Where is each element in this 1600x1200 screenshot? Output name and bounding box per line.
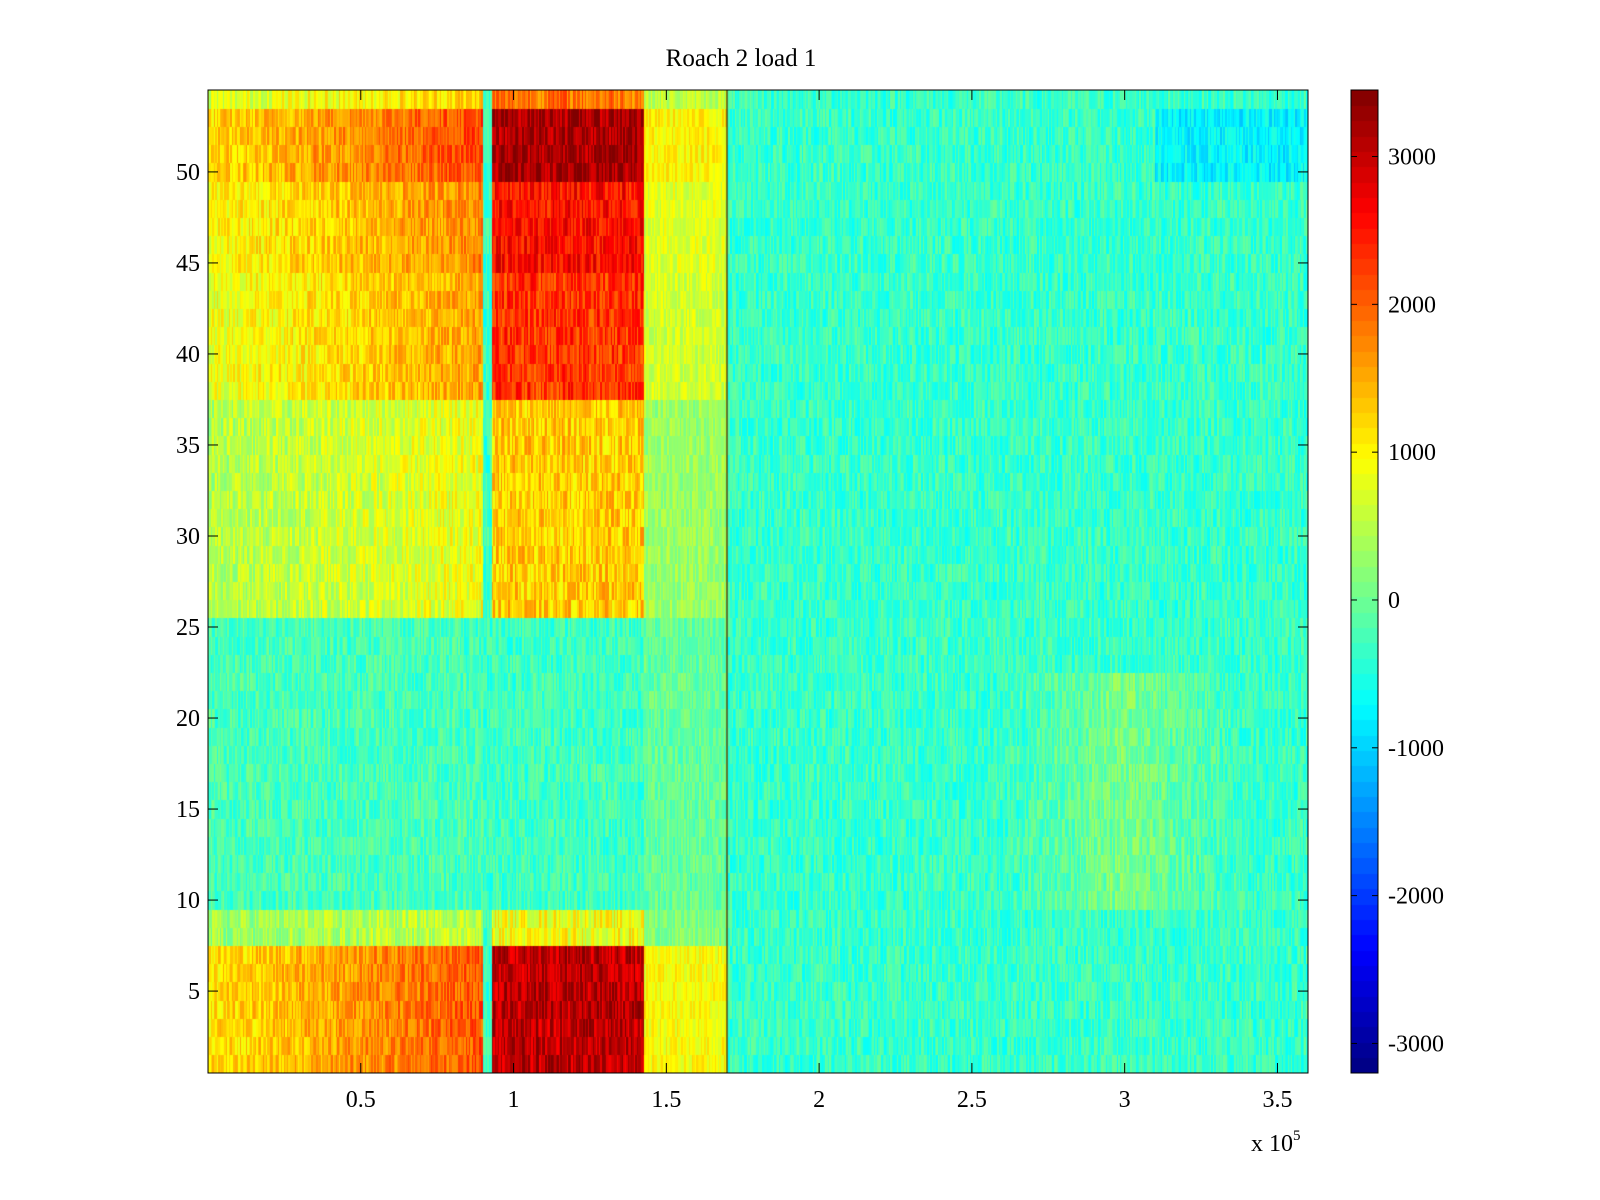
x-axis: 0.5 1 1.5 2 2.5 3 3.5: [346, 90, 1292, 1113]
x-tick-label: 2: [813, 1087, 825, 1113]
y-tick-label: 15: [176, 797, 200, 823]
colorbar-frame: [1350, 89, 1379, 1074]
colorbar-tick-label: -1000: [1388, 736, 1444, 762]
y-tick-label: 35: [176, 433, 200, 459]
x-tick-label: 3: [1119, 1087, 1131, 1113]
x-tick-label: 1: [508, 1087, 520, 1113]
y-tick-label: 50: [176, 160, 200, 186]
colorbar-tick-label: 1000: [1388, 440, 1436, 466]
colorbar: 3000 2000 1000 0 -1000 -2000 -3000: [1350, 89, 1444, 1074]
x-multiplier: x 105: [1251, 1128, 1301, 1157]
colorbar-tick-label: -2000: [1388, 884, 1444, 910]
colorbar-tick-label: 0: [1388, 588, 1400, 614]
y-tick-label: 20: [176, 706, 200, 732]
y-tick-label: 40: [176, 342, 200, 368]
x-tick-label: 1.5: [651, 1087, 681, 1113]
x-tick-label: 3.5: [1262, 1087, 1292, 1113]
x-tick-label: 2.5: [957, 1087, 987, 1113]
heatmap-cells: [208, 90, 1308, 1073]
colorbar-tick-label: 2000: [1388, 292, 1436, 318]
colorbar-ticks: 3000 2000 1000 0 -1000 -2000 -3000: [1351, 145, 1444, 1057]
y-tick-label: 30: [176, 524, 200, 550]
y-tick-label: 25: [176, 615, 200, 641]
heatmap-plot-area: [207, 89, 1309, 1074]
colorbar-tick-label: -3000: [1388, 1031, 1444, 1057]
x-multiplier-exponent: 5: [1293, 1128, 1301, 1144]
colorbar-gradient: [1351, 90, 1378, 1073]
colorbar-tick-label: 3000: [1388, 145, 1436, 171]
y-tick-label: 45: [176, 251, 200, 277]
y-tick-label: 5: [188, 979, 200, 1005]
plot-frame: [207, 89, 1309, 1074]
chart-title: Roach 2 load 1: [666, 45, 817, 72]
y-axis: 5 10 15 20 25 30 35 40 45 50: [176, 160, 1308, 1005]
y-tick-label: 10: [176, 888, 200, 914]
x-tick-label: 0.5: [346, 1087, 376, 1113]
x-multiplier-base: x 10: [1251, 1131, 1293, 1157]
